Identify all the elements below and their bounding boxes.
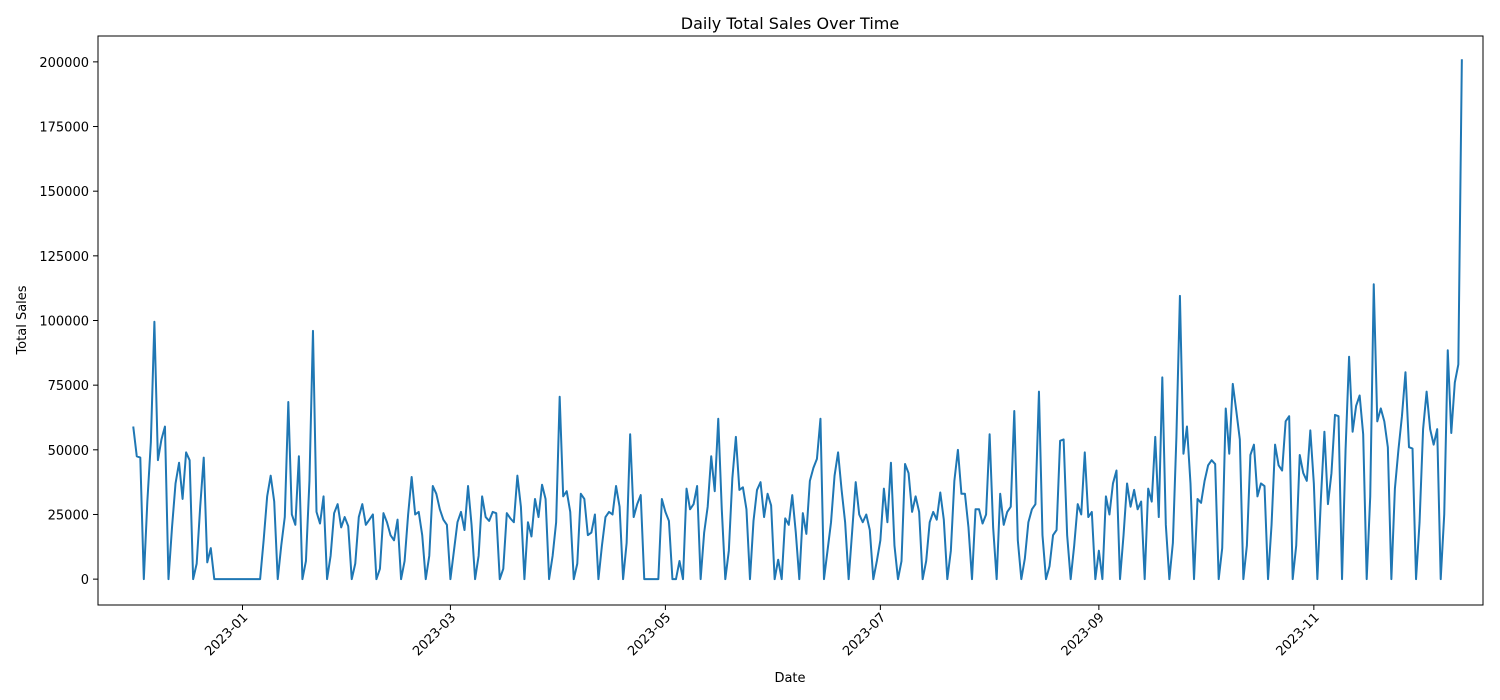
x-tick-label: 2023-01 — [202, 610, 251, 659]
y-tick-label: 0 — [81, 573, 89, 588]
x-tick-label: 2023-07 — [840, 610, 889, 659]
x-axis: 2023-01 2023-03 2023-05 2023-07 2023-09 2023-… — [202, 605, 1323, 659]
y-tick-label: 75000 — [48, 379, 89, 394]
y-axis: 0 25000 50000 75000 100000 125000 150000 175000… — [39, 56, 98, 588]
x-axis-label: Date — [774, 671, 805, 686]
y-tick-label: 200000 — [39, 56, 89, 71]
y-axis-label: Total Sales — [15, 285, 30, 355]
y-tick-label: 175000 — [39, 121, 89, 136]
x-tick-label: 2023-05 — [625, 610, 674, 659]
x-tick-label: 2023-03 — [410, 610, 459, 659]
x-tick-label: 2023-11 — [1274, 610, 1323, 659]
sales-line — [132, 59, 1463, 581]
y-tick-label: 50000 — [48, 444, 89, 459]
chart-title: Daily Total Sales Over Time — [681, 14, 899, 33]
y-tick-label: 150000 — [39, 185, 89, 200]
y-tick-label: 125000 — [39, 250, 89, 265]
y-tick-label: 100000 — [39, 315, 89, 330]
y-tick-label: 25000 — [48, 508, 89, 523]
plot-area — [97, 35, 1484, 606]
x-tick-label: 2023-09 — [1059, 610, 1108, 659]
